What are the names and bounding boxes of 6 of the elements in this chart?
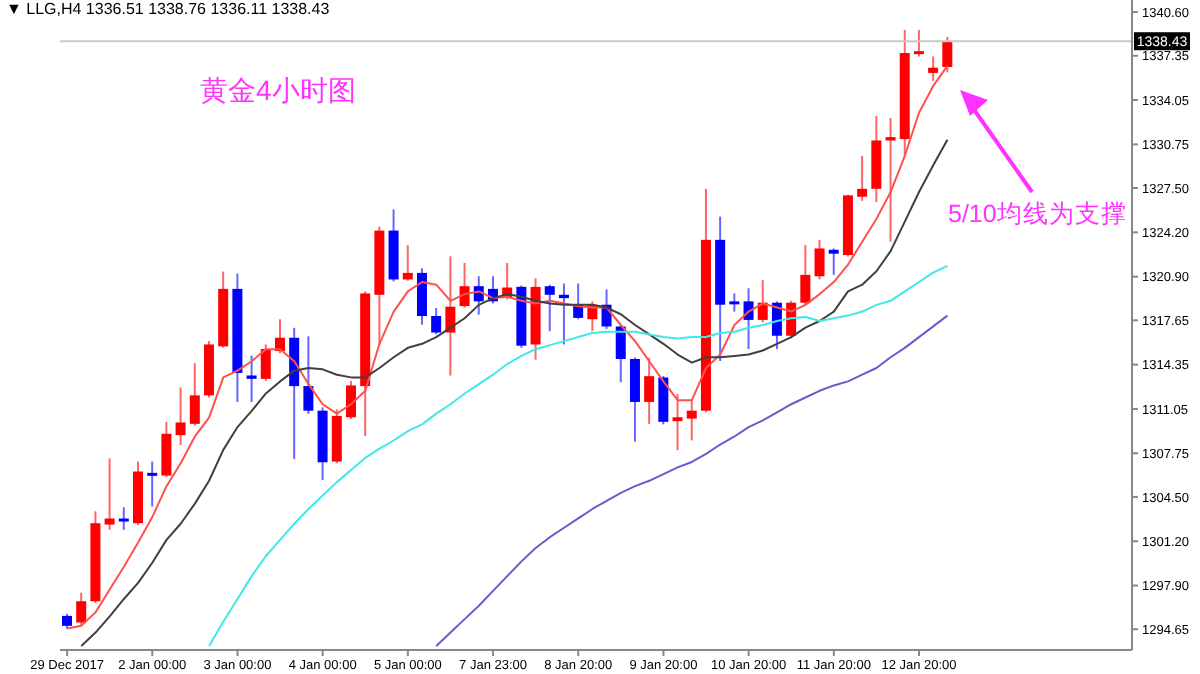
annotation: 5/10均线为支撑 xyxy=(948,198,1127,232)
annotation: ▼ LLG,H4 1336.51 1338.76 1336.11 1338.43 xyxy=(6,0,330,18)
line-series xyxy=(208,264,949,647)
line-series xyxy=(80,138,949,647)
text: 黄金4小时图 xyxy=(200,74,356,110)
line-series xyxy=(435,314,949,647)
